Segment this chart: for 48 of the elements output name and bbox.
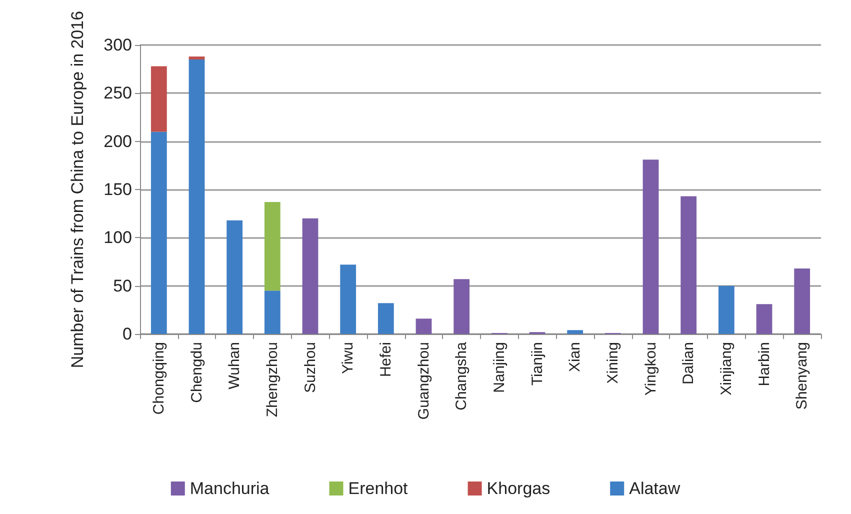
bar bbox=[756, 304, 772, 334]
x-tick-label: Wuhan bbox=[226, 342, 244, 390]
bar bbox=[567, 330, 584, 334]
bar bbox=[264, 202, 280, 291]
x-tick-label: Xian bbox=[566, 342, 584, 372]
bar bbox=[416, 318, 432, 334]
y-tick-label: 300 bbox=[104, 36, 132, 54]
bar bbox=[680, 196, 697, 334]
bar bbox=[302, 218, 318, 334]
bar bbox=[226, 220, 243, 334]
x-tick-label: Dalian bbox=[680, 342, 698, 385]
x-tick-label: Nanjing bbox=[490, 342, 508, 393]
legend-label: Erenhot bbox=[348, 479, 408, 498]
bar bbox=[454, 279, 470, 334]
x-tick-label: Harbin bbox=[756, 342, 773, 386]
x-tick-label: Yiwu bbox=[340, 342, 357, 374]
y-axis-title: Number of Trains from China to Europe in 2016 bbox=[68, 10, 87, 368]
legend-label: Manchuria bbox=[190, 479, 270, 498]
y-tick-label: 150 bbox=[104, 180, 132, 199]
bar bbox=[642, 160, 659, 334]
y-tick-label: 50 bbox=[113, 276, 132, 296]
x-tick-label: Suzhou bbox=[302, 342, 319, 393]
bar bbox=[264, 290, 280, 334]
x-tick-label: Chongqing bbox=[150, 342, 168, 415]
legend-label: Alataw bbox=[629, 479, 681, 498]
y-tick-label: 100 bbox=[104, 228, 132, 248]
bar bbox=[340, 264, 356, 334]
bar bbox=[188, 59, 205, 334]
x-tick-label: Shenyang bbox=[794, 342, 811, 410]
x-tick-label: Xinjiang bbox=[718, 342, 735, 396]
x-tick-label: Hefei bbox=[377, 342, 394, 378]
bar bbox=[150, 132, 167, 334]
bar bbox=[188, 56, 205, 60]
bar bbox=[378, 303, 394, 334]
x-tick-label: Xining bbox=[604, 342, 622, 384]
y-tick-label: 0 bbox=[122, 324, 132, 344]
bar bbox=[718, 286, 734, 334]
legend-label: Khorgas bbox=[486, 479, 550, 498]
bar bbox=[150, 66, 167, 132]
bar bbox=[794, 268, 810, 334]
x-tick-label: Zhengzhou bbox=[264, 342, 281, 418]
x-tick-label: Yingkou bbox=[642, 342, 660, 396]
y-tick-label: 200 bbox=[104, 132, 132, 151]
x-tick-label: Tianjin bbox=[528, 342, 546, 386]
x-tick-label: Guangzhou bbox=[415, 342, 432, 420]
y-tick-label: 250 bbox=[104, 84, 132, 103]
x-tick-label: Changsha bbox=[453, 341, 470, 410]
x-tick-label: Chengdu bbox=[188, 342, 206, 403]
